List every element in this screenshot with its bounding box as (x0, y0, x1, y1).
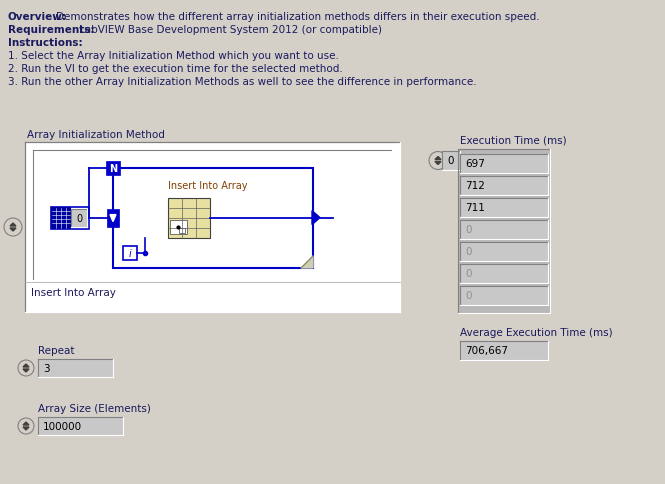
Text: 0: 0 (465, 247, 471, 257)
Text: LabVIEW Base Development System 2012 (or compatible): LabVIEW Base Development System 2012 (or… (79, 25, 382, 35)
Polygon shape (23, 364, 29, 367)
Polygon shape (312, 211, 320, 225)
Polygon shape (435, 157, 441, 160)
Polygon shape (10, 228, 16, 231)
Text: Execution Time (ms): Execution Time (ms) (460, 136, 567, 146)
Text: 712: 712 (465, 181, 485, 191)
Circle shape (4, 219, 22, 237)
FancyBboxPatch shape (71, 209, 87, 227)
Text: 0: 0 (465, 225, 471, 235)
Polygon shape (301, 257, 313, 269)
Text: Array Size (Elements): Array Size (Elements) (38, 403, 151, 413)
Text: 2. Run the VI to get the execution time for the selected method.: 2. Run the VI to get the execution time … (8, 64, 342, 74)
Text: 711: 711 (465, 203, 485, 213)
Text: 1. Select the Array Initialization Method which you want to use.: 1. Select the Array Initialization Metho… (8, 51, 339, 61)
FancyBboxPatch shape (170, 221, 187, 235)
FancyBboxPatch shape (460, 287, 548, 305)
FancyBboxPatch shape (458, 150, 550, 313)
FancyBboxPatch shape (33, 151, 392, 280)
Circle shape (429, 152, 447, 170)
Text: Insert Into Array: Insert Into Array (31, 287, 116, 297)
FancyBboxPatch shape (25, 143, 400, 312)
FancyBboxPatch shape (460, 177, 548, 196)
FancyBboxPatch shape (38, 417, 123, 435)
FancyBboxPatch shape (442, 151, 460, 171)
Polygon shape (23, 427, 29, 430)
Polygon shape (10, 224, 16, 227)
Text: N: N (109, 164, 117, 174)
Text: 100000: 100000 (43, 421, 82, 431)
FancyBboxPatch shape (113, 168, 313, 269)
FancyBboxPatch shape (38, 359, 113, 377)
Text: 3. Run the other Array Initialization Methods as well to see the difference in p: 3. Run the other Array Initialization Me… (8, 77, 477, 87)
Text: Array Initialization Method: Array Initialization Method (27, 130, 165, 140)
Text: Instructions:: Instructions: (8, 38, 82, 48)
Text: Average Execution Time (ms): Average Execution Time (ms) (460, 327, 612, 337)
FancyBboxPatch shape (123, 246, 137, 260)
Text: 0: 0 (465, 269, 471, 279)
Text: 0: 0 (448, 156, 454, 166)
Text: 0: 0 (76, 213, 82, 223)
Circle shape (18, 360, 34, 376)
FancyBboxPatch shape (107, 209, 119, 227)
Text: Insert Into Array: Insert Into Array (168, 181, 247, 191)
Text: 3: 3 (43, 363, 50, 373)
FancyBboxPatch shape (460, 221, 548, 240)
Text: 706,667: 706,667 (465, 346, 508, 356)
Text: 0: 0 (465, 291, 471, 301)
FancyBboxPatch shape (51, 207, 89, 229)
FancyBboxPatch shape (460, 198, 548, 217)
Text: i: i (128, 248, 132, 258)
FancyBboxPatch shape (168, 198, 210, 239)
Text: Demonstrates how the different array initialization methods differs in their exe: Demonstrates how the different array ini… (56, 12, 539, 22)
Polygon shape (435, 162, 441, 165)
Text: Repeat: Repeat (38, 345, 74, 355)
FancyBboxPatch shape (460, 264, 548, 284)
Polygon shape (23, 422, 29, 425)
Circle shape (18, 418, 34, 434)
Text: Requirements:: Requirements: (8, 25, 94, 35)
FancyBboxPatch shape (460, 242, 548, 261)
Text: 697: 697 (465, 159, 485, 169)
FancyBboxPatch shape (51, 207, 71, 229)
Polygon shape (23, 369, 29, 372)
Polygon shape (110, 215, 116, 222)
FancyBboxPatch shape (460, 155, 548, 174)
FancyBboxPatch shape (460, 341, 548, 360)
Text: Overview:: Overview: (8, 12, 67, 22)
FancyBboxPatch shape (106, 162, 120, 176)
